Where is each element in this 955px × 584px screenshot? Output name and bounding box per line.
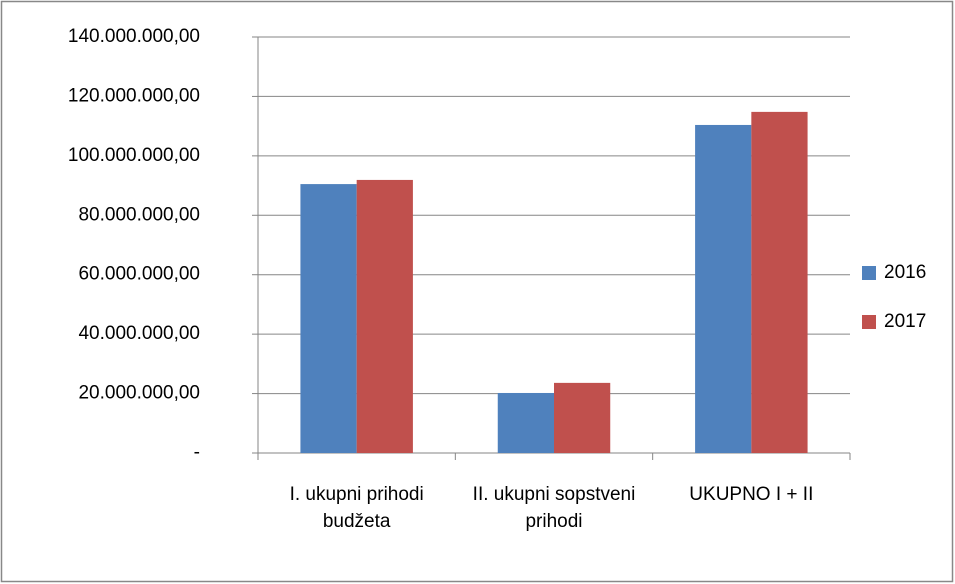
bar [356,179,413,453]
x-tick-label: II. ukupni sopstveni prihodi [472,484,636,532]
bar [695,124,752,453]
bar [751,111,808,453]
y-tick-label: - [194,442,200,463]
y-tick-label: 120.000.000,00 [68,85,200,106]
y-tick-label: 100.000.000,00 [68,145,200,166]
legend-label: 2017 [884,311,926,332]
legend-swatch [862,315,876,329]
y-tick-label: 80.000.000,00 [78,204,200,225]
y-tick-label: 140.000.000,00 [68,26,200,47]
x-tick-label: I. ukupni prihodi budžeta [289,484,424,532]
legend-swatch [862,266,876,280]
bar [497,392,554,453]
bar [300,184,357,454]
y-tick-label: 40.000.000,00 [78,323,200,344]
y-tick-label: 60.000.000,00 [78,264,200,285]
x-tick-label: UKUPNO I + II [689,484,814,505]
bar [554,382,611,453]
y-tick-label: 20.000.000,00 [78,383,200,404]
legend-label: 2016 [884,262,926,283]
